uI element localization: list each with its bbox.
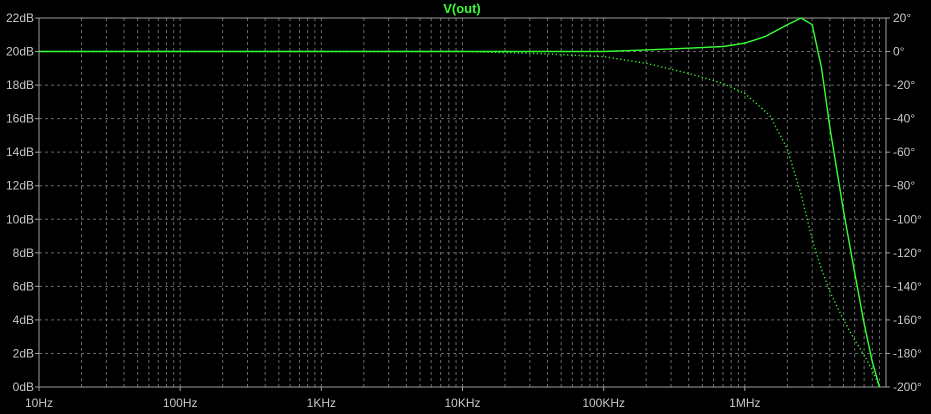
left-tick-label: 22dB bbox=[6, 11, 34, 25]
right-tick-label: -120° bbox=[893, 246, 922, 260]
left-tick-label: 8dB bbox=[13, 246, 34, 260]
right-tick-label: 20° bbox=[893, 11, 911, 25]
magnitude-series-line bbox=[39, 17, 881, 388]
bottom-tick-label: 1MHz bbox=[729, 396, 760, 410]
right-tick-label: -80° bbox=[893, 179, 915, 193]
series-layer bbox=[39, 17, 881, 388]
right-axis-ticks: 20° 0° -20° -40° -60° -80° -100° -120° -140° -160… bbox=[886, 11, 922, 394]
bottom-tick-label: 100Hz bbox=[163, 396, 198, 410]
left-tick-label: 14dB bbox=[6, 145, 34, 159]
right-tick-label: -40° bbox=[893, 112, 915, 126]
grid bbox=[39, 18, 886, 387]
right-tick-label: 0° bbox=[893, 45, 905, 59]
left-tick-label: 20dB bbox=[6, 45, 34, 59]
right-tick-label: -100° bbox=[893, 212, 922, 226]
bottom-tick-label: 100KHz bbox=[582, 396, 625, 410]
left-tick-label: 4dB bbox=[13, 313, 34, 327]
right-tick-label: -160° bbox=[893, 313, 922, 327]
left-tick-label: 16dB bbox=[6, 112, 34, 126]
bottom-axis-ticks: 10Hz 100Hz 1KHz 10KHz 100KHz 1MHz bbox=[25, 387, 761, 410]
left-tick-label: 2dB bbox=[13, 346, 34, 360]
chart-title: V(out) bbox=[443, 1, 481, 16]
bottom-tick-label: 10Hz bbox=[25, 396, 53, 410]
right-tick-label: -180° bbox=[893, 346, 922, 360]
left-tick-label: 12dB bbox=[6, 179, 34, 193]
right-tick-label: -20° bbox=[893, 78, 915, 92]
right-tick-label: -200° bbox=[893, 380, 922, 394]
left-tick-label: 6dB bbox=[13, 279, 34, 293]
bottom-tick-label: 1KHz bbox=[307, 396, 336, 410]
right-tick-label: -60° bbox=[893, 145, 915, 159]
left-tick-label: 10dB bbox=[6, 212, 34, 226]
left-tick-label: 18dB bbox=[6, 78, 34, 92]
left-axis-ticks: 0dB 2dB 4dB 6dB 8dB 10dB 12dB 14dB 16dB 18dB 20dB 2… bbox=[6, 11, 39, 394]
right-tick-label: -140° bbox=[893, 279, 922, 293]
left-tick-label: 0dB bbox=[13, 380, 34, 394]
bottom-tick-label: 10KHz bbox=[444, 396, 480, 410]
